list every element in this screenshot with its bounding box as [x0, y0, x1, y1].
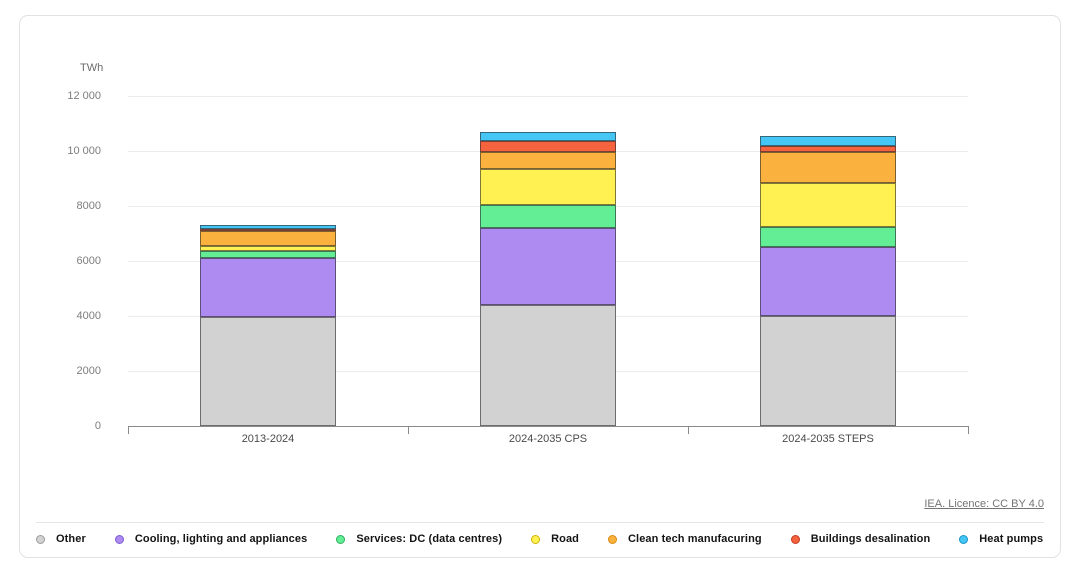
legend-color-dot [531, 534, 541, 544]
bar-segment[interactable] [480, 152, 616, 169]
bar-segment[interactable] [480, 131, 616, 141]
y-axis-tick-label: 6000 [76, 254, 101, 267]
x-axis-line [128, 426, 968, 427]
x-axis-tick [688, 426, 689, 434]
license-link[interactable]: IEA. Licence: CC BY 4.0 [924, 498, 1044, 510]
x-axis-category-label: 2024-2035 CPS [508, 433, 588, 445]
plot-area: 0 2000 4000 6000 8000 10 000 12 000 2013-2024 20… [67, 90, 969, 445]
bar-segment[interactable] [200, 225, 336, 229]
x-axis-category-label: 2013-2024 [241, 433, 295, 445]
bar-segment[interactable] [760, 145, 896, 152]
legend-divider [36, 522, 1044, 523]
legend-color-dot [959, 534, 969, 544]
x-axis-tick [968, 426, 969, 434]
bar-segment[interactable] [480, 204, 616, 228]
legend-item[interactable]: Road [531, 533, 579, 545]
bar-segment[interactable] [480, 168, 616, 205]
y-axis-tick-label: 4000 [76, 309, 101, 322]
bar-segment[interactable] [760, 246, 896, 316]
legend-color-dot [114, 534, 124, 544]
bar-segment[interactable] [480, 140, 616, 153]
bar-segment[interactable] [200, 246, 336, 252]
x-axis-tick [128, 426, 129, 434]
legend-item[interactable]: Buildings desalination [790, 533, 931, 545]
legend-item[interactable]: Other [36, 533, 86, 545]
y-axis-tick-label: 8000 [76, 199, 101, 212]
x-axis-category-label: 2024-2035 STEPS [782, 433, 874, 445]
legend-label: Buildings desalination [810, 533, 931, 545]
y-axis-tick-label: 10 000 [67, 144, 101, 157]
bar-segment[interactable] [760, 135, 896, 146]
bar-segment[interactable] [200, 230, 336, 247]
legend-color-dot [608, 534, 617, 544]
legend-label: Cooling, lighting and appliances [134, 533, 308, 545]
y-axis-tick-label: 2000 [76, 364, 101, 377]
legend-label: Clean tech manufacuring [628, 533, 762, 545]
legend-color-dot [336, 534, 346, 544]
bar-segment[interactable] [760, 316, 896, 426]
y-axis-tick-label: 0 [94, 419, 101, 432]
legend-item[interactable]: Services: DC (data centres) [336, 533, 502, 545]
legend-color-dot [36, 534, 45, 544]
legend: Other Cooling, lighting and appliances Ser… [36, 533, 1050, 545]
bar-segment[interactable] [200, 317, 336, 426]
legend-item[interactable]: Cooling, lighting and appliances [114, 533, 308, 545]
x-axis-tick [408, 426, 409, 434]
bar-segment[interactable] [760, 226, 896, 247]
legend-label: Heat pumps [979, 533, 1044, 545]
chart-card: TWh 0 2000 4000 6000 8000 10 000 12 000 2013-20… [19, 15, 1061, 558]
y-axis-unit-label: TWh [80, 62, 104, 74]
legend-label: Road [551, 533, 579, 545]
y-axis-tick-label: 12 000 [67, 89, 101, 102]
legend-color-dot [790, 534, 800, 544]
bar-segment[interactable] [480, 228, 616, 305]
bar-segment[interactable] [200, 258, 336, 318]
bar-segment[interactable] [480, 305, 616, 426]
bar-segment[interactable] [200, 251, 336, 259]
gridline [128, 95, 968, 97]
bar-segment[interactable] [760, 182, 896, 227]
bar-segment[interactable] [200, 228, 336, 231]
legend-item[interactable]: Clean tech manufacuring [608, 533, 762, 545]
legend-item[interactable]: Heat pumps [959, 533, 1043, 545]
legend-label: Other [56, 533, 86, 545]
legend-label: Services: DC (data centres) [356, 533, 503, 545]
bar-segment[interactable] [760, 151, 896, 183]
